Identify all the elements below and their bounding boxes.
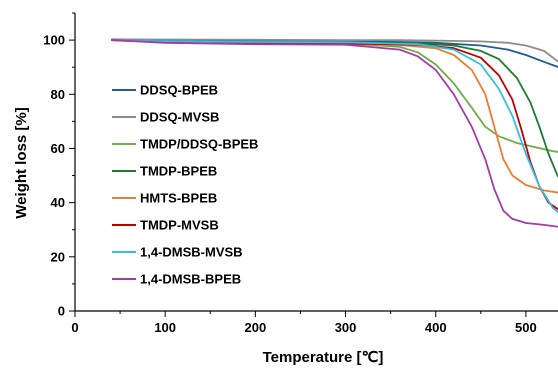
y-tick-label: 60 xyxy=(51,141,65,156)
x-tick-label: 0 xyxy=(71,320,78,335)
series-line-7 xyxy=(111,39,558,228)
x-tick-label: 400 xyxy=(425,320,447,335)
series-line-1 xyxy=(111,38,558,63)
series-line-6 xyxy=(111,39,558,214)
y-tick-label: 100 xyxy=(43,33,65,48)
legend-label: DDSQ-MVSB xyxy=(140,110,219,125)
series-lines xyxy=(111,38,558,228)
legend-label: 1,4-DMSB-MVSB xyxy=(140,245,243,260)
y-axis-title: Weight loss [%] xyxy=(13,107,30,218)
y-tick-label: 80 xyxy=(51,87,65,102)
series-line-5 xyxy=(111,39,558,211)
x-tick-label: 200 xyxy=(245,320,267,335)
legend-label: HMTS-BPEB xyxy=(140,191,217,206)
y-tick-label: 0 xyxy=(58,304,65,319)
legend-label: TMDP-BPEB xyxy=(140,164,217,179)
legend-label: 1,4-DMSB-BPEB xyxy=(140,272,241,287)
y-tick-label: 20 xyxy=(51,249,65,264)
x-tick-label: 300 xyxy=(335,320,357,335)
x-axis-title: Temperature [℃] xyxy=(263,349,384,365)
legend-label: DDSQ-BPEB xyxy=(140,83,218,98)
y-tick-label: 40 xyxy=(51,195,65,210)
axes: 0 20 40 60 80 100 0 100 200 300 400 500 xyxy=(43,12,558,335)
x-tick-label: 100 xyxy=(154,320,176,335)
legend: DDSQ-BPEB DDSQ-MVSB TMDP/DDSQ-BPEB TMDP-BPE… xyxy=(112,83,258,287)
x-tick-label: 500 xyxy=(515,320,537,335)
legend-label: TMDP-MVSB xyxy=(140,218,219,233)
legend-label: TMDP/DDSQ-BPEB xyxy=(140,137,258,152)
